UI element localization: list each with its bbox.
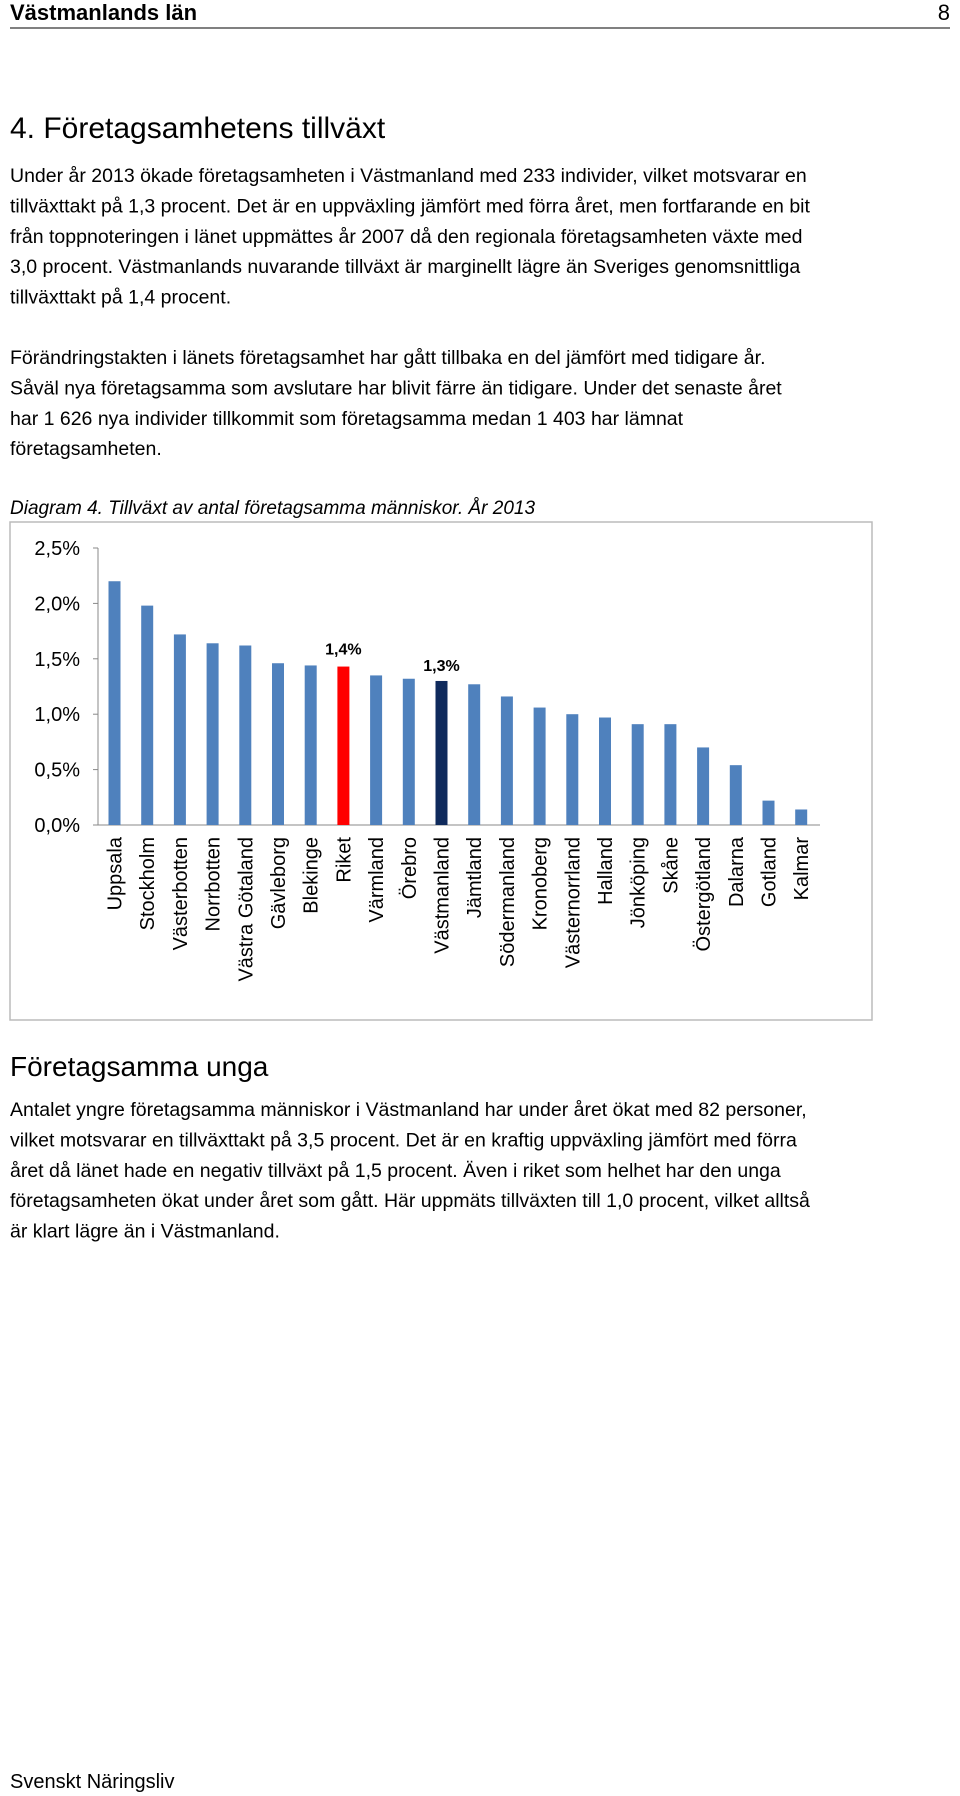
paragraph-line: Antalet yngre företagsamma människor i V… xyxy=(10,1099,807,1121)
x-tick-label: Gävleborg xyxy=(268,837,290,929)
bar xyxy=(337,666,350,825)
y-tick-label: 0,0% xyxy=(34,815,80,837)
bar xyxy=(239,645,252,825)
y-tick-label: 2,0% xyxy=(34,593,80,615)
paragraph-line: Under år 2013 ökade företagsamheten i Vä… xyxy=(10,165,807,187)
bar xyxy=(533,707,546,825)
bar xyxy=(631,724,644,825)
paragraph-line: är klart lägre än i Västmanland. xyxy=(10,1221,280,1243)
paragraph-line: Förändringstakten i länets företagsamhet… xyxy=(10,347,766,369)
y-tick-label: 1,0% xyxy=(34,704,80,726)
bar xyxy=(304,665,317,825)
x-tick-label: Stockholm xyxy=(137,837,159,930)
paragraph-line: tillväxttakt på 1,4 procent. xyxy=(10,287,231,309)
bar xyxy=(468,684,481,825)
paragraph-line: året då länet hade en negativ tillväxt p… xyxy=(10,1160,781,1182)
value-label: 1,4% xyxy=(325,642,361,659)
x-tick-label: Värmland xyxy=(366,837,388,923)
chart-frame xyxy=(9,521,873,1021)
bar xyxy=(206,643,219,825)
x-tick-label: Örebro xyxy=(399,837,421,899)
x-tick-label: Norrbotten xyxy=(203,837,225,932)
bar xyxy=(173,634,186,825)
x-tick-label: Uppsala xyxy=(105,836,127,910)
bar xyxy=(599,717,611,825)
bar xyxy=(664,724,677,825)
subheading: Företagsamma unga xyxy=(10,1051,269,1082)
value-label: 1,3% xyxy=(423,658,459,675)
paragraph-line: från toppnoteringen i länet uppmättes år… xyxy=(10,226,802,248)
x-tick-label: Södermanland xyxy=(497,837,519,967)
chart-title: Diagram 4. Tillväxt av antal företagsamm… xyxy=(10,498,535,519)
bar xyxy=(108,581,121,825)
bar xyxy=(402,678,415,825)
x-tick-label: Riket xyxy=(333,837,355,883)
x-tick-label: Skåne xyxy=(660,837,682,894)
x-tick-label: Västernorrland xyxy=(562,837,584,968)
footer: Svenskt Näringsliv xyxy=(10,1771,175,1793)
paragraph-line: vilket motsvarar en tillväxttakt på 3,5 … xyxy=(10,1129,797,1151)
x-tick-label: Östergötland xyxy=(693,837,715,952)
bar xyxy=(566,714,579,825)
paragraph-line: har 1 626 nya individer tillkommit som f… xyxy=(10,408,684,430)
page-number: 8 xyxy=(938,0,950,25)
x-tick-label: Kronoberg xyxy=(530,837,552,930)
bar xyxy=(500,696,513,825)
y-tick-label: 2,5% xyxy=(34,538,80,560)
bar xyxy=(435,680,448,825)
paragraph-line: Såväl nya företagsamma som avslutare har… xyxy=(10,377,782,399)
bar xyxy=(141,605,154,825)
x-tick-label: Gotland xyxy=(759,837,781,907)
x-tick-label: Kalmar xyxy=(791,837,813,901)
y-tick-label: 0,5% xyxy=(34,760,80,782)
bar xyxy=(272,663,284,825)
bar xyxy=(762,800,775,825)
paragraph-line: företagsamheten. xyxy=(10,438,162,460)
x-tick-label: Jämtland xyxy=(464,837,486,918)
bar xyxy=(697,747,710,825)
paragraph-line: företagsamheten ökat under året som gått… xyxy=(10,1190,810,1212)
paragraph-line: 3,0 procent. Västmanlands nuvarande till… xyxy=(10,256,800,278)
bar xyxy=(729,765,742,825)
x-tick-label: Dalarna xyxy=(726,836,748,907)
paragraph-line: tillväxttakt på 1,3 procent. Det är en u… xyxy=(10,195,810,217)
x-tick-label: Blekinge xyxy=(301,837,323,914)
heading: 4. Företagsamhetens tillväxt xyxy=(10,112,386,145)
header-title: Västmanlands län xyxy=(10,0,197,25)
bar xyxy=(370,675,383,825)
x-tick-label: Västerbotten xyxy=(170,837,192,950)
x-tick-label: Jönköping xyxy=(628,837,650,928)
x-tick-label: Västra Götaland xyxy=(235,837,257,982)
x-tick-label: Halland xyxy=(595,837,617,905)
bar xyxy=(795,809,808,825)
x-tick-label: Västmanland xyxy=(432,837,454,954)
y-tick-label: 1,5% xyxy=(34,649,80,671)
